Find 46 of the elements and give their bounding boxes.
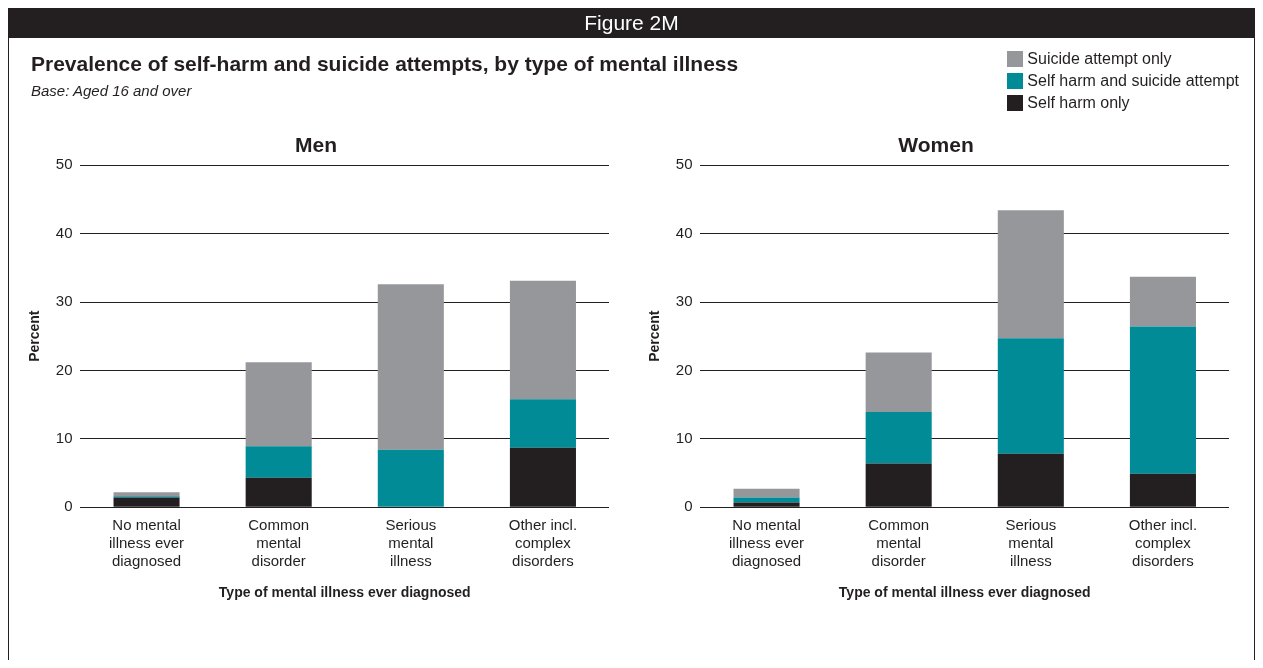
bar <box>377 284 444 450</box>
text: Base: Aged 16 and over <box>31 82 193 99</box>
y-tick-label: 30 <box>675 292 693 310</box>
bar <box>509 280 576 400</box>
bar <box>865 352 932 413</box>
bar <box>997 210 1064 339</box>
legend-label: Self harm and suicide attempt <box>1027 72 1239 90</box>
y-tick-label: 20 <box>675 360 693 378</box>
caption: Figure 2M <box>9 8 1254 38</box>
bar <box>1129 326 1196 474</box>
y-tick-label: 0 <box>684 497 693 515</box>
y-tick-label: 50 <box>675 155 693 173</box>
legend-label: Self harm only <box>1027 94 1130 112</box>
bar <box>997 338 1064 454</box>
bar <box>733 488 800 498</box>
bar <box>1129 276 1196 327</box>
y-axis-title: Percent <box>26 310 43 362</box>
y-tick-label: 10 <box>675 428 693 446</box>
bar <box>245 362 312 447</box>
chart-title: Women <box>898 133 974 157</box>
y-axis-title: Percent <box>646 310 663 362</box>
x-tick-label: Other incl. complex disorders <box>508 516 578 570</box>
x-tick-label: No mental illness ever diagnosed <box>729 516 805 570</box>
x-tick-label: Common mental disorder <box>248 516 310 570</box>
y-tick-label: 40 <box>55 223 73 241</box>
text: Prevalence of self-harm and suicide attempts, by type of mental illness <box>31 52 739 76</box>
bar <box>113 492 180 497</box>
y-tick-label: 30 <box>55 292 73 310</box>
bar <box>245 446 312 478</box>
chart-title: Men <box>295 133 337 157</box>
x-tick-label: Serious mental illness <box>1005 516 1057 570</box>
bar <box>509 399 576 448</box>
x-tick-label: No mental illness ever diagnosed <box>109 516 185 570</box>
x-axis-title: Type of mental illness ever diagnosed <box>218 584 471 601</box>
y-tick-label: 10 <box>55 428 73 446</box>
y-tick-label: 0 <box>64 497 73 515</box>
x-tick-label: Other incl. complex disorders <box>1128 516 1198 570</box>
x-axis-title: Type of mental illness ever diagnosed <box>838 584 1091 601</box>
y-tick-label: 40 <box>675 223 693 241</box>
x-tick-label: Serious mental illness <box>385 516 437 570</box>
bar <box>865 412 932 464</box>
bar <box>377 449 444 507</box>
y-tick-label: 20 <box>55 360 73 378</box>
y-tick-label: 50 <box>55 155 73 173</box>
x-tick-label: Common mental disorder <box>868 516 930 570</box>
legend-label: Suicide attempt only <box>1027 50 1172 68</box>
